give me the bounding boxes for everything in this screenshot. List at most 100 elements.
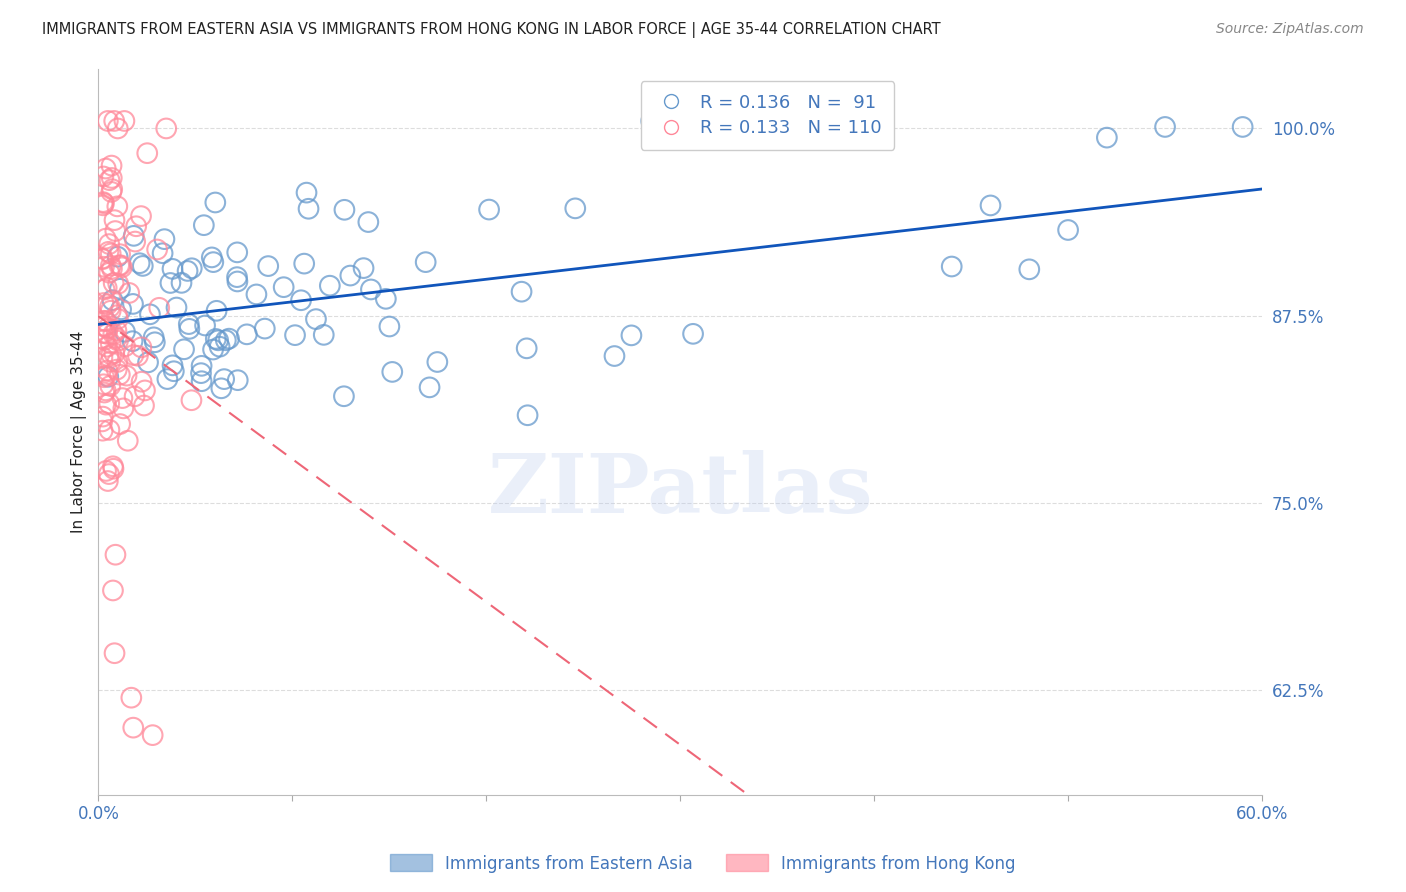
Point [94,319,117,334]
Point [333,202,356,217]
Point [142,330,165,344]
Point [208,340,231,354]
Point [353,261,375,276]
Point [292,257,315,271]
Point [202,255,225,269]
Point [682,326,704,341]
Point [190,366,212,380]
Point [93,260,115,274]
Point [131,340,153,354]
Point [98,173,121,187]
Point [1018,262,1040,277]
Point [153,232,176,246]
Point [91,319,114,334]
Point [94,232,117,246]
Point [100,259,122,273]
Point [104,224,127,238]
Point [253,321,276,335]
Point [226,270,249,285]
Point [162,261,184,276]
Point [105,308,128,322]
Point [132,259,155,273]
Point [173,343,195,357]
Point [107,334,129,348]
Point [226,275,249,289]
Point [312,327,335,342]
Point [105,331,128,345]
Point [212,372,235,386]
Point [111,260,134,275]
Point [94,368,117,383]
Y-axis label: In Labor Force | Age 35-44: In Labor Force | Age 35-44 [72,331,87,533]
Point [93,169,115,184]
Point [118,285,141,300]
Point [131,375,153,389]
Point [134,384,156,398]
Point [122,228,145,243]
Point [1095,130,1118,145]
Point [91,252,114,266]
Point [236,327,259,342]
Point [105,323,128,337]
Point [190,374,212,388]
Point [201,251,224,265]
Legend: R = 0.136   N =  91, R = 0.133   N = 110: R = 0.136 N = 91, R = 0.133 N = 110 [641,81,894,150]
Point [426,355,449,369]
Point [96,340,118,354]
Point [273,280,295,294]
Point [100,303,122,318]
Point [209,381,232,395]
Point [121,334,143,348]
Point [179,322,201,336]
Point [180,261,202,276]
Point [91,351,114,365]
Point [98,300,121,314]
Point [104,548,127,562]
Point [136,355,159,369]
Point [603,349,626,363]
Point [257,259,280,273]
Point [114,339,136,353]
Point [156,372,179,386]
Point [98,237,121,252]
Point [93,196,115,211]
Point [1057,223,1080,237]
Point [218,332,240,346]
Point [100,336,122,351]
Point [333,389,356,403]
Point [100,185,122,199]
Point [93,377,115,392]
Point [215,333,238,347]
Point [103,646,125,660]
Point [101,261,124,276]
Point [207,334,229,348]
Point [105,362,128,376]
Point [93,283,115,297]
Point [97,244,120,259]
Point [290,293,312,308]
Point [122,721,145,735]
Point [97,369,120,384]
Point [98,266,121,280]
Point [360,282,382,296]
Point [129,209,152,223]
Point [339,268,361,283]
Point [122,348,145,362]
Point [176,264,198,278]
Point [357,215,380,229]
Point [319,278,342,293]
Point [112,114,135,128]
Point [202,343,225,357]
Point [105,199,128,213]
Point [94,398,117,412]
Point [98,354,121,368]
Point [100,171,122,186]
Text: ZIPatlas: ZIPatlas [488,450,873,530]
Point [96,281,118,295]
Point [226,373,249,387]
Point [101,583,124,598]
Point [620,328,643,343]
Legend: Immigrants from Eastern Asia, Immigrants from Hong Kong: Immigrants from Eastern Asia, Immigrants… [384,847,1022,880]
Point [295,186,318,200]
Point [155,121,177,136]
